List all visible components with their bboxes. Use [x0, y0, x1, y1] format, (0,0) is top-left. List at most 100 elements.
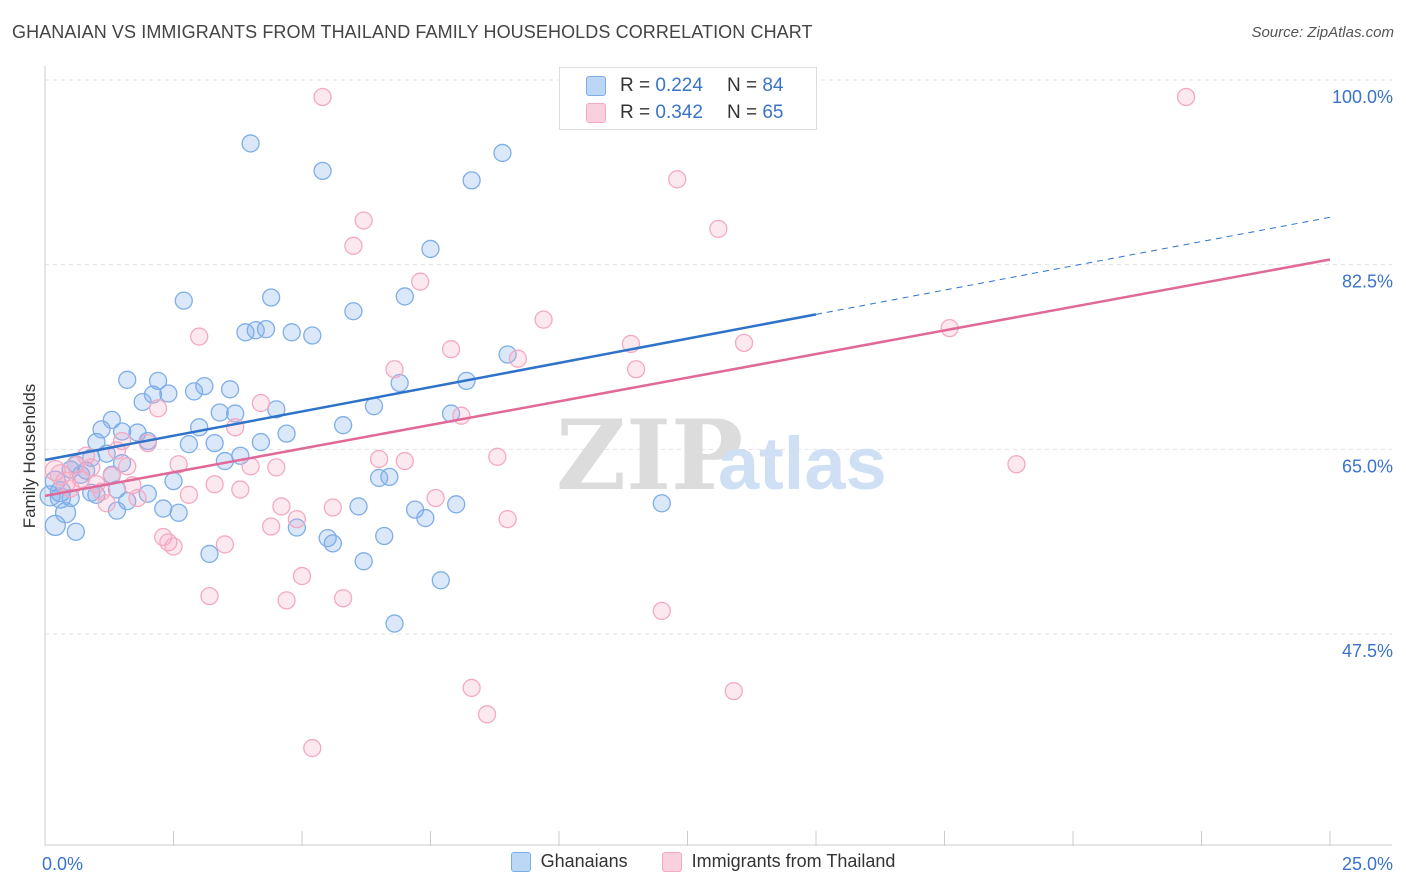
point-thailand — [344, 236, 363, 255]
data-points — [39, 87, 1196, 758]
point-thailand — [179, 485, 199, 504]
point-ghanaians — [344, 302, 363, 321]
legend-item-thailand[interactable]: Immigrants from Thailand — [661, 851, 896, 872]
point-ghanaians — [395, 287, 414, 306]
point-thailand — [385, 360, 404, 379]
point-thailand — [262, 517, 281, 536]
point-thailand — [169, 455, 188, 474]
point-ghanaians — [323, 534, 342, 553]
legend-swatch-ghanaians — [510, 851, 531, 872]
y-tick-label: 47.5% — [1342, 641, 1393, 661]
x-tick-label-max: 25.0% — [1342, 854, 1393, 874]
point-ghanaians — [159, 384, 178, 403]
point-ghanaians — [54, 502, 77, 524]
point-ghanaians — [195, 376, 214, 396]
point-ghanaians — [226, 404, 245, 423]
n-label: N = — [726, 102, 758, 123]
source-label: Source: ZipAtlas.com — [1251, 24, 1394, 41]
point-thailand — [267, 458, 286, 477]
legend-item-ghanaians[interactable]: Ghanaians — [510, 851, 628, 872]
y-axis-label: Family Households — [20, 383, 39, 529]
point-ghanaians — [112, 422, 132, 441]
point-thailand — [734, 333, 754, 353]
axes — [44, 66, 1392, 846]
r-value: 0.224 — [655, 75, 703, 96]
point-thailand — [709, 219, 728, 239]
point-thailand — [668, 170, 687, 189]
point-thailand — [534, 310, 553, 329]
point-ghanaians — [277, 424, 296, 443]
watermark-zip: ZIP — [556, 399, 743, 512]
point-ghanaians — [256, 320, 276, 339]
point-thailand — [231, 480, 250, 499]
point-ghanaians — [375, 526, 394, 546]
legend-label-ghanaians: Ghanaians — [540, 851, 628, 871]
trend-line-ghanaians-extension — [815, 216, 1331, 315]
point-ghanaians — [498, 345, 517, 364]
point-ghanaians — [174, 291, 193, 310]
point-ghanaians — [318, 528, 337, 548]
point-ghanaians — [205, 433, 224, 453]
point-ghanaians — [493, 143, 512, 163]
point-thailand — [1176, 87, 1196, 107]
point-thailand — [200, 586, 219, 606]
point-ghanaians — [200, 544, 219, 564]
point-thailand — [354, 211, 373, 230]
legend-row-thailand: R = 0.342 N = 65 — [586, 100, 783, 126]
correlation-legend: R = 0.224 N = 84 R = 0.342 N = 65 — [559, 67, 817, 130]
point-ghanaians — [61, 488, 80, 508]
point-thailand — [190, 327, 209, 346]
y-tick-label: 100.0% — [1332, 87, 1393, 107]
point-thailand — [426, 488, 445, 508]
point-thailand — [395, 451, 414, 471]
point-ghanaians — [154, 499, 173, 518]
chart-title: GHANAIAN VS IMMIGRANTS FROM THAILAND FAM… — [12, 22, 813, 42]
point-thailand — [411, 272, 430, 291]
point-ghanaians — [184, 382, 204, 401]
point-thailand — [441, 340, 461, 359]
point-ghanaians — [210, 403, 229, 422]
point-ghanaians — [138, 484, 157, 503]
point-thailand — [313, 87, 332, 107]
n-value: 84 — [762, 75, 784, 96]
point-ghanaians — [390, 373, 409, 393]
point-thailand — [272, 497, 291, 516]
point-thailand — [292, 566, 312, 586]
point-thailand — [626, 360, 646, 379]
point-ghanaians — [652, 494, 671, 513]
point-ghanaians — [251, 432, 271, 452]
point-thailand — [148, 399, 168, 418]
point-ghanaians — [380, 467, 399, 487]
point-thailand — [724, 681, 743, 701]
point-thailand — [138, 433, 157, 453]
y-tick-label: 65.0% — [1342, 456, 1393, 476]
point-ghanaians — [179, 435, 199, 454]
point-thailand — [652, 601, 671, 621]
point-ghanaians — [431, 571, 450, 590]
point-thailand — [323, 498, 342, 517]
trend-line-thailand — [44, 258, 1331, 498]
point-thailand — [215, 535, 235, 554]
point-ghanaians — [267, 400, 286, 419]
point-thailand — [462, 678, 481, 698]
point-ghanaians — [349, 497, 368, 516]
point-thailand — [97, 494, 116, 513]
legend-row-ghanaians: R = 0.224 N = 84 — [586, 73, 783, 99]
point-thailand — [477, 705, 497, 724]
point-ghanaians — [102, 410, 121, 430]
legend-swatch-ghanaians — [586, 76, 606, 96]
point-thailand — [508, 349, 528, 368]
point-thailand — [333, 589, 353, 608]
point-ghanaians — [143, 385, 163, 404]
legend-label-thailand: Immigrants from Thailand — [691, 851, 896, 871]
point-ghanaians — [333, 416, 353, 435]
point-ghanaians — [262, 288, 281, 307]
point-thailand — [82, 458, 101, 477]
point-ghanaians — [385, 614, 404, 633]
point-thailand — [498, 509, 517, 529]
point-ghanaians — [220, 380, 240, 399]
point-ghanaians — [133, 392, 152, 412]
grid-lines — [45, 79, 1392, 635]
r-label: R = — [620, 102, 651, 123]
